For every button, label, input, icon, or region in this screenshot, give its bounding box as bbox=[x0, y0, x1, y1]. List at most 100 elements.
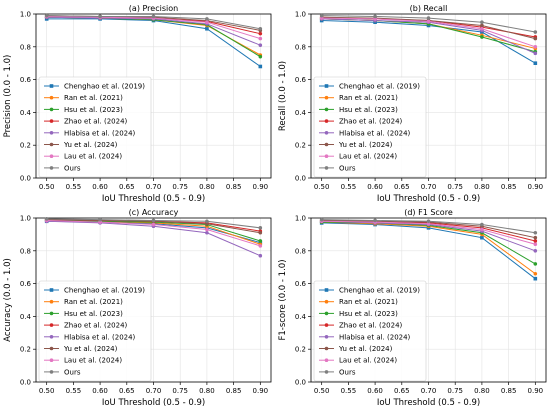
chart-panel-3: 0.50 0.55 0.60 0.65 0.70 0.75 0.80 0.85 0.90 0.0 0… bbox=[3, 208, 272, 407]
legend-item: Lau et al. (2024) bbox=[319, 357, 397, 365]
plot-frame bbox=[35, 217, 272, 383]
x-tick-label: 0.70 bbox=[146, 387, 162, 395]
plot-frame bbox=[35, 13, 272, 179]
x-tick-label: 0.85 bbox=[226, 387, 242, 395]
x-tick-label: 0.70 bbox=[421, 387, 437, 395]
data-point bbox=[319, 16, 324, 20]
legend-item: Ours bbox=[319, 368, 356, 376]
legend: Chenghao et al. (2019) Ran et al. (2021) H… bbox=[38, 76, 152, 178]
y-tick-label: 0.0 bbox=[20, 379, 31, 387]
x-tick-label: 0.80 bbox=[199, 387, 215, 395]
legend-label: Lau et al. (2024) bbox=[64, 357, 122, 365]
legend-item: Ran et al. (2021) bbox=[44, 298, 123, 306]
legend-marker bbox=[49, 288, 54, 292]
legend-item: Ours bbox=[319, 164, 356, 172]
legend-marker bbox=[49, 335, 54, 339]
legend-item: Ran et al. (2021) bbox=[319, 94, 398, 102]
y-tick-label: 0.2 bbox=[295, 142, 306, 150]
series-8 bbox=[319, 217, 538, 235]
x-tick-label: 0.55 bbox=[341, 183, 357, 191]
data-point bbox=[426, 16, 431, 20]
legend-label: Zhao et al. (2024) bbox=[339, 118, 403, 126]
legend-label: Ran et al. (2021) bbox=[64, 94, 123, 102]
y-tick-label: 0.6 bbox=[295, 280, 307, 288]
series-8 bbox=[44, 217, 263, 230]
legend-label: Chenghao et al. (2019) bbox=[339, 83, 420, 91]
data-point bbox=[426, 221, 431, 226]
plot-frame bbox=[310, 217, 547, 383]
x-tick-label: 0.80 bbox=[474, 387, 490, 395]
data-point bbox=[533, 242, 538, 247]
legend-label: Ran et al. (2021) bbox=[64, 298, 123, 306]
chart-title: (a) Precision bbox=[129, 4, 178, 13]
x-tick-label: 0.50 bbox=[314, 183, 330, 191]
data-point bbox=[480, 222, 484, 227]
x-tick-label: 0.60 bbox=[92, 183, 108, 191]
y-tick-label: 0.2 bbox=[295, 346, 306, 354]
x-tick-label: 0.65 bbox=[394, 387, 410, 395]
data-point bbox=[258, 26, 263, 31]
legend-marker bbox=[324, 166, 329, 170]
legend-item: Hsu et al. (2023) bbox=[44, 310, 123, 318]
data-point bbox=[258, 31, 263, 36]
data-point bbox=[533, 36, 538, 41]
series-8 bbox=[319, 13, 538, 34]
legend-label: Ours bbox=[339, 164, 356, 172]
x-tick-label: 0.90 bbox=[528, 387, 544, 395]
chart-panel-4: 0.50 0.55 0.60 0.65 0.70 0.75 0.80 0.85 0.90 0.0 0… bbox=[278, 208, 547, 407]
legend-label: Chenghao et al. (2019) bbox=[339, 287, 420, 295]
y-tick-label: 0.8 bbox=[295, 43, 306, 51]
data-point bbox=[258, 226, 263, 230]
x-tick-label: 0.85 bbox=[501, 183, 517, 191]
data-point bbox=[480, 227, 484, 232]
x-tick-label: 0.65 bbox=[119, 387, 135, 395]
legend-label: Hsu et al. (2023) bbox=[339, 106, 398, 114]
legend-item: Zhao et al. (2024) bbox=[319, 118, 403, 126]
y-tick-label: 0.8 bbox=[20, 43, 31, 51]
legend-marker bbox=[324, 142, 329, 147]
data-point bbox=[533, 271, 538, 276]
x-tick-label: 0.65 bbox=[394, 183, 410, 191]
legend-item: Yu et al. (2024) bbox=[44, 345, 118, 353]
legend-item: Hlabisa et al. (2024) bbox=[319, 129, 411, 137]
data-point bbox=[319, 217, 324, 222]
x-axis-title: IoU Threshold (0.5 - 0.9) bbox=[377, 194, 480, 204]
data-point bbox=[373, 218, 377, 223]
x-tick-label: 0.90 bbox=[253, 387, 269, 395]
legend-label: Ran et al. (2021) bbox=[339, 298, 398, 306]
legend-marker bbox=[324, 358, 329, 363]
legend-label: Zhao et al. (2024) bbox=[339, 322, 403, 330]
legend-marker bbox=[49, 142, 54, 147]
data-point bbox=[258, 244, 263, 248]
data-point bbox=[426, 19, 431, 24]
x-tick-label: 0.70 bbox=[146, 183, 162, 191]
x-tick-label: 0.75 bbox=[172, 183, 188, 191]
x-tick-label: 0.90 bbox=[253, 183, 269, 191]
x-tick-label: 0.60 bbox=[367, 183, 383, 191]
data-point bbox=[533, 30, 538, 34]
legend-label: Chenghao et al. (2019) bbox=[64, 83, 145, 91]
y-axis-title: Recall (0.0 - 1.0) bbox=[278, 61, 288, 131]
legend-label: Chenghao et al. (2019) bbox=[64, 287, 145, 295]
data-point bbox=[373, 14, 377, 19]
data-point bbox=[533, 249, 538, 253]
legend-marker bbox=[49, 107, 54, 112]
data-point bbox=[533, 239, 538, 243]
data-point bbox=[205, 227, 209, 232]
y-tick-label: 1.0 bbox=[295, 215, 306, 223]
x-tick-label: 0.50 bbox=[314, 387, 330, 395]
data-point bbox=[44, 13, 49, 18]
legend-item: Hlabisa et al. (2024) bbox=[44, 333, 136, 341]
y-tick-label: 0.4 bbox=[20, 109, 32, 117]
x-tick-label: 0.55 bbox=[66, 387, 82, 395]
y-tick-label: 0.8 bbox=[295, 247, 306, 255]
y-axis-title: F1-score (0.0 - 1.0) bbox=[278, 259, 288, 340]
legend-label: Yu et al. (2024) bbox=[63, 141, 118, 149]
legend-marker bbox=[324, 370, 329, 374]
data-point bbox=[480, 20, 484, 25]
legend-box bbox=[38, 76, 152, 178]
data-point bbox=[44, 217, 49, 221]
legend-marker bbox=[49, 154, 54, 158]
legend: Chenghao et al. (2019) Ran et al. (2021) H… bbox=[313, 280, 427, 382]
legend-item: Chenghao et al. (2019) bbox=[319, 83, 420, 91]
